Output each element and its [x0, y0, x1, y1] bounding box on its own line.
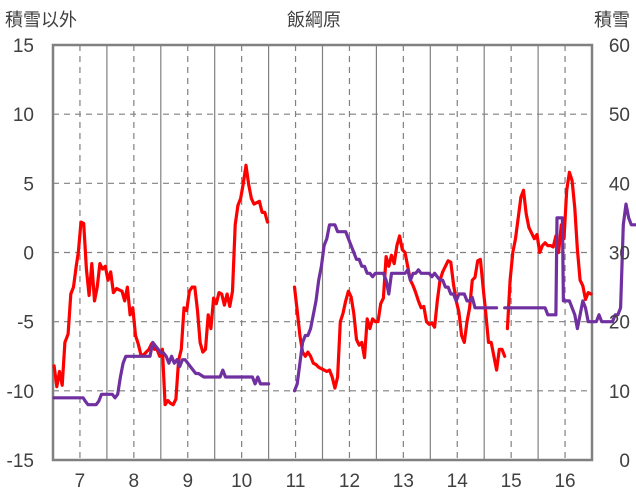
plot-frame [51, 43, 594, 462]
chart-title: 飯綱原 [287, 10, 341, 31]
y-left-tick-label: 10 [13, 105, 34, 126]
purple-series-line [52, 340, 271, 407]
x-tick-label: 9 [182, 471, 193, 492]
y-left-tick-label: -10 [7, 382, 34, 403]
y-right-axis-label: 積雪 [594, 10, 630, 31]
x-tick-label: 14 [447, 471, 469, 492]
y-left-tick-label: 15 [13, 36, 34, 57]
y-left-tick-label: -5 [17, 313, 34, 334]
x-tick-label: 16 [554, 471, 575, 492]
y-right-tick-label: 60 [609, 36, 630, 57]
y-left-tick-label: 5 [23, 174, 34, 195]
grid [53, 45, 593, 460]
purple-series-line [292, 223, 499, 393]
x-tick-label: 13 [393, 471, 414, 492]
y-right-tick-label: 40 [609, 174, 630, 195]
y-right-tick-label: 20 [609, 313, 630, 334]
purple-series-line [503, 202, 636, 331]
y-left-tick-label: -15 [7, 451, 34, 472]
x-tick-label: 7 [75, 471, 86, 492]
x-tick-label: 11 [286, 471, 306, 492]
x-tick-label: 12 [339, 471, 360, 492]
y-left-tick-label: 0 [23, 244, 34, 265]
y-right-tick-label: 30 [609, 244, 630, 265]
y-right-tick-label: 0 [619, 451, 630, 472]
y-right-tick-label: 10 [609, 382, 630, 403]
x-tick-label: 15 [501, 471, 522, 492]
red-series-line [505, 170, 593, 331]
y-right-tick-label: 50 [609, 105, 630, 126]
x-tick-label: 8 [129, 471, 140, 492]
red-series-line [292, 234, 507, 390]
y-left-axis-label: 積雪以外 [5, 10, 77, 31]
x-tick-label: 10 [231, 471, 252, 492]
series-layer [52, 163, 636, 407]
